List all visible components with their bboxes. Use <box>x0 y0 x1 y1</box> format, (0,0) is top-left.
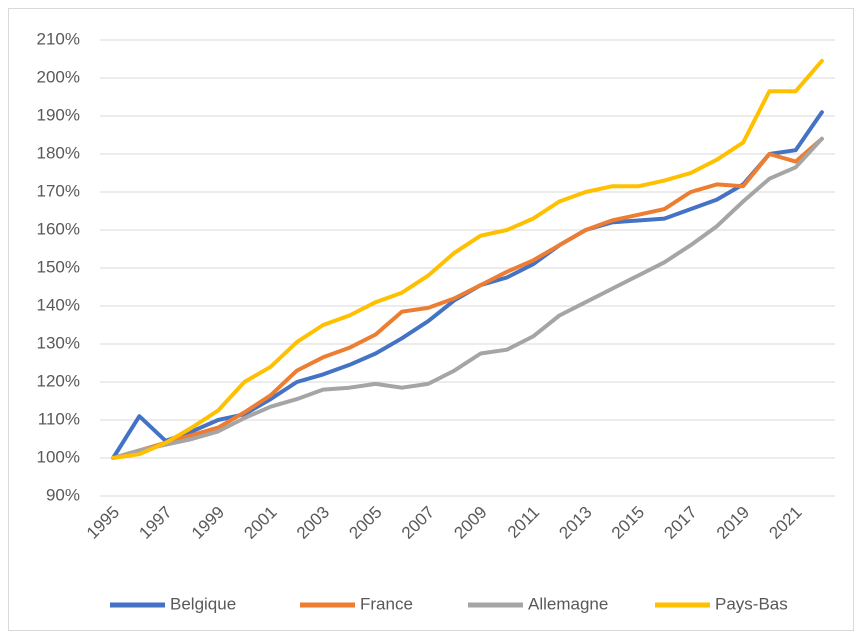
y-tick-label: 170% <box>37 181 80 200</box>
series-line <box>111 136 824 460</box>
y-tick-label: 200% <box>37 67 80 86</box>
y-tick-label: 130% <box>37 333 80 352</box>
y-tick-label: 110% <box>38 409 80 428</box>
y-tick-label: 180% <box>37 143 80 162</box>
legend-label: France <box>360 594 413 613</box>
legend-label: Belgique <box>170 594 236 613</box>
series-line <box>111 58 824 460</box>
y-tick-label: 140% <box>37 295 80 314</box>
series-line <box>111 136 824 460</box>
y-tick-label: 120% <box>37 371 80 390</box>
y-tick-label: 160% <box>37 219 80 238</box>
y-tick-label: 100% <box>37 447 80 466</box>
legend-label: Allemagne <box>528 594 608 613</box>
y-tick-label: 150% <box>37 257 80 276</box>
y-tick-label: 210% <box>37 29 80 48</box>
legend-label: Pays-Bas <box>715 594 788 613</box>
y-tick-label: 190% <box>37 105 80 124</box>
y-tick-label: 90% <box>46 485 80 504</box>
